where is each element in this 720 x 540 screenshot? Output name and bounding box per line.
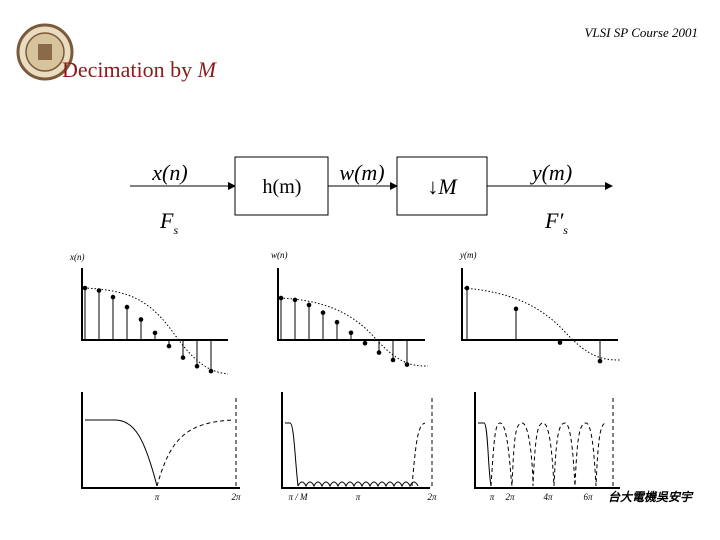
stem-dot [513, 306, 519, 312]
stem-dot [166, 343, 172, 349]
middle-label: w(m) [339, 160, 384, 185]
tick-label: 2π [231, 492, 241, 502]
stem-dot [464, 285, 470, 291]
input-label: x(n) [151, 160, 187, 185]
footer: 台大電機吳安宇 [608, 490, 694, 504]
spectrum-plots: π 2π π / M π 2π π 2π 4π 6π [81, 392, 620, 502]
rate-sub: s [563, 223, 568, 237]
plot-label: y(m) [459, 250, 477, 260]
stem-dot [597, 358, 603, 364]
stem-dot [557, 340, 563, 345]
plot-label: x(n) [69, 252, 85, 262]
title-text: Decimation by [62, 57, 198, 82]
tick-label: 4π [543, 492, 553, 502]
block-diagram: x(n) h(m) w(m) ↓M y(m) Fs F′s [130, 156, 613, 237]
stem-dot [334, 319, 340, 325]
stem-dot [320, 310, 326, 315]
tick-label: π [356, 492, 361, 502]
tick-label: 6π [583, 492, 593, 502]
plot-label: w(n) [271, 250, 288, 260]
tick-label: π [155, 492, 160, 502]
stem-dot [138, 317, 144, 322]
stem-dot [110, 294, 116, 300]
tick-label: 2π [427, 492, 437, 502]
rate-sub: s [173, 223, 178, 237]
stem-dot [208, 368, 214, 374]
stem-dot [278, 295, 284, 301]
stem-dot [348, 330, 354, 336]
tick-label: π / M [288, 492, 308, 502]
tick-label: π [490, 492, 495, 502]
rate-symbol: F [159, 208, 174, 233]
slide-title: Decimation by M [62, 57, 218, 82]
input-rate: Fs [159, 208, 178, 237]
stem-dot [376, 350, 382, 355]
title-var: M [197, 57, 218, 82]
decimator-label: ↓M [427, 174, 458, 199]
filter-label: h(m) [263, 176, 302, 198]
stem-dot [404, 362, 410, 367]
tick-label: 2π [505, 492, 515, 502]
stem-dot [82, 285, 88, 291]
stem-dot [180, 355, 186, 360]
stem-dot [306, 302, 312, 308]
rate-symbol: F′ [544, 208, 564, 233]
stem-dot [152, 330, 158, 336]
stem-dot [124, 304, 130, 310]
course-label: VLSI SP Course 2001 [584, 25, 698, 40]
stem-dot [96, 288, 102, 293]
logo [16, 23, 74, 81]
output-label: y(m) [530, 160, 572, 185]
stem-dot [390, 357, 396, 363]
stem-dot [362, 340, 368, 346]
stem-dot [194, 363, 200, 369]
stem-dot [292, 297, 298, 303]
output-rate: F′s [544, 208, 568, 237]
time-plots: x(n) w(n) y(m) [69, 250, 621, 375]
